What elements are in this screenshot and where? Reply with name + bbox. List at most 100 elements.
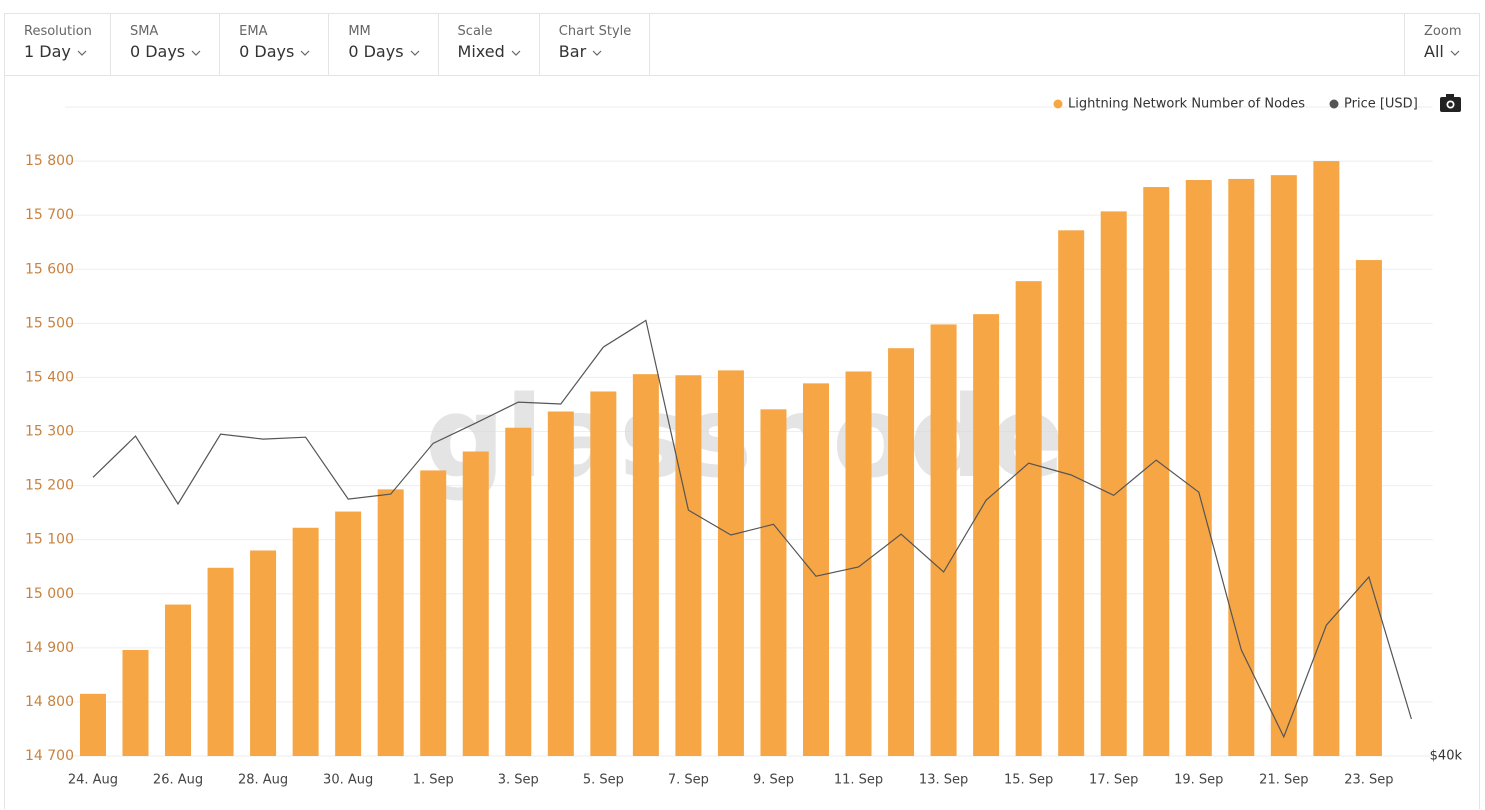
bar: [930, 324, 957, 756]
bar: [632, 374, 659, 756]
x-tick-label: 26. Aug: [153, 773, 203, 788]
dropdown-label: EMA: [239, 24, 268, 39]
dropdown[interactable]: Resolution 1 Day: [5, 14, 111, 75]
dropdown[interactable]: EMA 0 Days: [220, 14, 330, 75]
bar: [1270, 175, 1297, 756]
dropdown-label: Scale: [457, 24, 493, 39]
y-tick-label: 15 600: [25, 261, 74, 277]
bar: [250, 550, 277, 756]
x-tick-label: 30. Aug: [323, 773, 373, 788]
legend-entry[interactable]: Lightning Network Number of Nodes: [1053, 97, 1306, 112]
dropdown-value: Mixed: [458, 40, 521, 64]
bar: [973, 314, 1000, 756]
legend-label: Price [USD]: [1344, 97, 1418, 112]
dropdown-label: Zoom: [1424, 24, 1462, 39]
dropdown-label: Chart Style: [558, 24, 632, 39]
dropdown-value-text: All: [1424, 42, 1444, 61]
dropdown-label: MM: [348, 24, 371, 39]
y-tick-label: 15 500: [25, 315, 74, 331]
chevron: [1450, 50, 1460, 56]
y-tick-label: 15 700: [25, 207, 74, 223]
x-tick-label: 17. Sep: [1089, 773, 1138, 788]
dropdown[interactable]: Chart Style Bar: [540, 14, 651, 75]
frame: [4, 13, 1480, 809]
chevron: [191, 50, 201, 56]
y-tick-label: 15 100: [25, 532, 74, 548]
dropdown-value: All: [1424, 40, 1462, 64]
bar: [1058, 230, 1085, 756]
dropdown-value-text: Mixed: [457, 42, 505, 61]
bar: [165, 604, 192, 756]
x-tick-label: 24. Aug: [68, 773, 118, 788]
dropdown[interactable]: Scale Mixed: [439, 14, 540, 75]
bar: [888, 348, 915, 756]
bar: [675, 375, 702, 756]
dropdown-value-text: 0 Days: [348, 42, 404, 61]
y-tick-label: 15 000: [25, 586, 74, 602]
bar: [420, 470, 447, 756]
dropdown-value-text: 1 Day: [24, 42, 71, 61]
bar: [462, 451, 489, 756]
bar: [547, 411, 574, 756]
x-tick-label: 9. Sep: [753, 773, 794, 788]
y-tick-label: 14 900: [25, 640, 74, 656]
legend-label: Lightning Network Number of Nodes: [1068, 97, 1305, 112]
x-tick-label: 19. Sep: [1174, 773, 1223, 788]
bar: [1015, 281, 1042, 756]
toolbar: Resolution 1 Day SMA 0 Days EMA 0 Days MM 0 Day…: [5, 14, 1480, 76]
dropdown-label: SMA: [129, 24, 159, 39]
chevron: [300, 50, 310, 56]
y-tick-label: 15 800: [25, 153, 74, 169]
bar: [1228, 178, 1255, 756]
x-tick-label: 28. Aug: [238, 773, 288, 788]
bar: [1100, 211, 1127, 756]
bar: [207, 567, 234, 756]
bar: [1313, 161, 1340, 757]
dropdown[interactable]: Zoom All: [1404, 14, 1480, 75]
chevron: [77, 50, 87, 56]
x-tick-label: 5. Sep: [583, 773, 624, 788]
y-tick-label: 14 700: [25, 748, 74, 764]
bar: [590, 391, 617, 756]
watermark: glassnode: [425, 373, 1065, 503]
dropdown-value: Bar: [559, 40, 632, 64]
camera-button[interactable]: [1440, 94, 1461, 112]
dropdown-value-text: 0 Days: [239, 42, 295, 61]
chevron: [511, 50, 521, 56]
bar: [335, 511, 362, 756]
dropdown[interactable]: SMA 0 Days: [111, 14, 221, 75]
bar: [1143, 187, 1170, 756]
bar: [760, 409, 787, 756]
y-tick-label: 15 200: [25, 478, 74, 494]
chevron: [410, 50, 419, 56]
price-line: [92, 319, 1412, 739]
dropdown-value: 0 Days: [348, 40, 419, 64]
legend-entry[interactable]: Price [USD]: [1329, 97, 1418, 112]
bar: [1185, 180, 1212, 756]
dropdown-value-text: Bar: [558, 42, 587, 61]
bar: [717, 370, 744, 756]
y-tick-label: 14 800: [25, 694, 74, 710]
bar: [1355, 260, 1382, 756]
x-tick-label: 11. Sep: [834, 773, 883, 788]
bar: [292, 527, 319, 756]
bar: [122, 649, 149, 756]
dropdown-label: Resolution: [24, 24, 92, 39]
chevron: [592, 50, 602, 56]
bar: [79, 693, 106, 756]
bar: [802, 383, 829, 756]
x-tick-label: 21. Sep: [1259, 773, 1308, 788]
bar: [377, 489, 404, 756]
legend-dot: [1053, 99, 1063, 109]
dropdown-value: 1 Day: [24, 40, 92, 64]
dropdown[interactable]: MM 0 Days: [329, 14, 439, 75]
dropdown-value: 0 Days: [239, 40, 310, 64]
y-tick-label: 15 300: [25, 424, 74, 440]
y2-tick-label: $40k: [1430, 749, 1463, 764]
y-tick-label: 15 400: [25, 369, 74, 385]
bar: [845, 371, 872, 756]
bar: [505, 427, 532, 756]
x-tick-label: 1. Sep: [413, 773, 454, 788]
